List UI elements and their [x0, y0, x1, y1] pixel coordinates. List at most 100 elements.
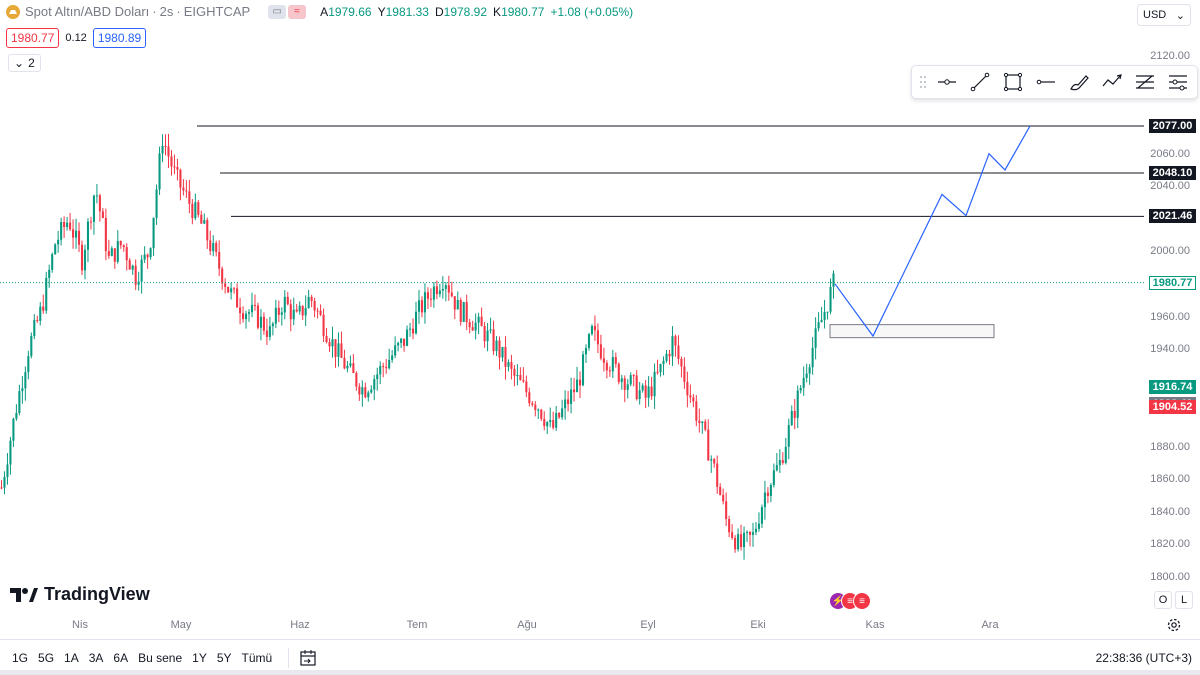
- interval-label[interactable]: 2s: [159, 4, 174, 19]
- indicators-toggle[interactable]: ⌄ 2: [8, 54, 41, 72]
- candle-body: [6, 464, 9, 478]
- range-button[interactable]: 1Y: [192, 650, 207, 665]
- exchange-label: EIGHTCAP: [183, 4, 251, 19]
- horizontal-ray-icon[interactable]: [930, 68, 963, 96]
- spread-value: 0.12: [65, 32, 87, 44]
- candle-body: [525, 381, 528, 393]
- us-flag-icon-2[interactable]: ≡: [853, 592, 871, 610]
- range-button[interactable]: 1A: [64, 650, 79, 665]
- candle-body: [250, 304, 254, 313]
- candle-body: [760, 507, 763, 524]
- price-tick: 1880.00: [1150, 440, 1190, 453]
- candle-body: [110, 248, 113, 256]
- candle-body: [149, 248, 152, 258]
- candle-body: [701, 421, 704, 424]
- candle-body: [823, 311, 826, 320]
- symbol-legend[interactable]: Spot Altın/ABD Doları · 2s · EIGHTCAP ▭ …: [6, 4, 633, 19]
- price-tag: 1980.77: [1149, 275, 1196, 290]
- high-value: 1981.33: [385, 4, 429, 19]
- candle-body: [578, 379, 582, 386]
- candle-body: [501, 346, 504, 358]
- candle-body: [30, 336, 33, 357]
- price-tag: 2021.46: [1149, 209, 1196, 224]
- candle-body: [176, 167, 179, 170]
- candle-body: [423, 292, 426, 313]
- gear-icon[interactable]: [1166, 617, 1182, 633]
- candle-body: [763, 492, 766, 508]
- candle-body: [414, 311, 418, 334]
- candle-body: [504, 346, 507, 367]
- range-button[interactable]: 6A: [113, 650, 129, 665]
- ohlc-values: A1979.66 Y1981.33 D1978.92 K1980.77 +1.0…: [320, 4, 634, 19]
- brush-icon[interactable]: [1062, 68, 1095, 96]
- price-tick: 1860.00: [1150, 473, 1190, 486]
- chevron-down-icon: ⌄: [1175, 9, 1185, 22]
- candle-body: [274, 307, 277, 324]
- candle-body: [69, 222, 72, 230]
- candle-body: [745, 531, 749, 533]
- candle-body: [632, 375, 635, 377]
- range-button[interactable]: 5Y: [216, 650, 232, 665]
- candle-body: [695, 401, 698, 421]
- candle-body: [537, 409, 540, 411]
- candle-body: [340, 343, 343, 358]
- range-button[interactable]: 3A: [88, 650, 104, 665]
- candle-body: [221, 268, 224, 284]
- candle-body: [346, 365, 349, 369]
- clock[interactable]: 22:38:36 (UTC+3): [1095, 650, 1192, 665]
- candle-body: [36, 319, 39, 321]
- candle-body: [710, 459, 713, 461]
- candle-body: [558, 412, 561, 418]
- price-chart[interactable]: [0, 0, 1200, 640]
- candle-body: [289, 304, 292, 320]
- log-scale-button[interactable]: O: [1154, 591, 1172, 609]
- range-button[interactable]: Bu sene: [138, 650, 183, 665]
- economic-events[interactable]: ⚡ ≡ ≡: [829, 592, 871, 610]
- candle-body: [659, 364, 662, 373]
- trend-line-icon[interactable]: [963, 68, 996, 96]
- candle-body: [590, 325, 593, 335]
- candle-body: [15, 412, 18, 419]
- tradingview-logo[interactable]: TradingView: [10, 584, 150, 605]
- change-value: +1.08 (+0.05%): [550, 4, 634, 19]
- range-button[interactable]: 5G: [38, 650, 55, 665]
- range-button[interactable]: Tümü: [241, 650, 273, 665]
- candle-body: [432, 286, 435, 300]
- rectangle-icon[interactable]: [996, 68, 1029, 96]
- candle-body: [286, 296, 289, 305]
- range-button[interactable]: 1G: [12, 650, 29, 665]
- candle-body: [233, 288, 236, 290]
- candle-body: [581, 354, 585, 386]
- time-tick: May: [170, 619, 192, 631]
- candle-body: [66, 222, 69, 228]
- candle-body: [805, 373, 808, 378]
- candle-body: [179, 169, 182, 188]
- gold-symbol-icon: [6, 4, 20, 19]
- candle-body: [740, 534, 743, 547]
- candle-body: [820, 319, 823, 323]
- candle-body: [743, 532, 746, 547]
- candle-body: [367, 392, 370, 398]
- candle-body: [331, 339, 334, 347]
- candle-body: [134, 265, 137, 285]
- symbol-name[interactable]: Spot Altın/ABD Doları: [25, 4, 150, 19]
- buy-button[interactable]: 1980.89: [92, 28, 147, 48]
- calendar-icon[interactable]: [288, 647, 317, 668]
- settings-lines-icon[interactable]: [1161, 68, 1194, 96]
- drag-handle-icon[interactable]: [916, 72, 930, 92]
- currency-select[interactable]: USD ⌄: [1137, 4, 1191, 26]
- fib-retracement-icon[interactable]: [1128, 68, 1161, 96]
- candle-body: [373, 379, 376, 390]
- sell-button[interactable]: 1980.77: [6, 28, 60, 48]
- candle-body: [325, 336, 328, 343]
- hide-icon[interactable]: ▭: [268, 4, 287, 19]
- candle-body: [832, 273, 835, 287]
- horizontal-line-icon[interactable]: [1029, 68, 1062, 96]
- auto-scale-button[interactable]: L: [1175, 591, 1193, 609]
- path-icon[interactable]: [1095, 68, 1128, 96]
- candle-body: [83, 249, 87, 271]
- wave-icon[interactable]: ≈: [288, 4, 307, 19]
- candle-body: [456, 299, 459, 310]
- candle-body: [540, 409, 543, 419]
- candle-body: [75, 230, 78, 238]
